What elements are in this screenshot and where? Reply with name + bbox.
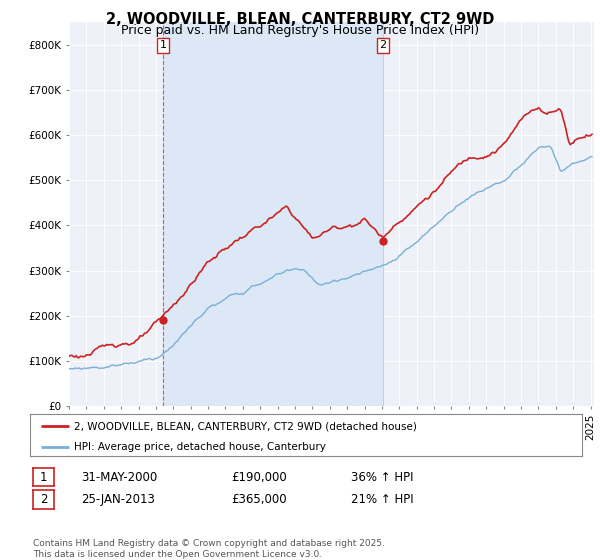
Text: 21% ↑ HPI: 21% ↑ HPI [351, 493, 413, 506]
Bar [163, 22, 383, 406]
Text: Contains HM Land Registry data © Crown copyright and database right 2025.
This d: Contains HM Land Registry data © Crown c… [33, 539, 385, 559]
Text: £365,000: £365,000 [231, 493, 287, 506]
Text: 1: 1 [160, 40, 167, 50]
Text: 31-MAY-2000: 31-MAY-2000 [81, 470, 157, 484]
Text: 36% ↑ HPI: 36% ↑ HPI [351, 470, 413, 484]
Text: 2, WOODVILLE, BLEAN, CANTERBURY, CT2 9WD (detached house): 2, WOODVILLE, BLEAN, CANTERBURY, CT2 9WD… [74, 421, 417, 431]
Text: 1: 1 [40, 470, 47, 484]
Text: Price paid vs. HM Land Registry's House Price Index (HPI): Price paid vs. HM Land Registry's House … [121, 24, 479, 36]
Text: 2: 2 [40, 493, 47, 506]
Text: £190,000: £190,000 [231, 470, 287, 484]
Text: 2: 2 [380, 40, 386, 50]
Text: 25-JAN-2013: 25-JAN-2013 [81, 493, 155, 506]
Text: HPI: Average price, detached house, Canterbury: HPI: Average price, detached house, Cant… [74, 442, 326, 452]
Text: 2, WOODVILLE, BLEAN, CANTERBURY, CT2 9WD: 2, WOODVILLE, BLEAN, CANTERBURY, CT2 9WD [106, 12, 494, 27]
